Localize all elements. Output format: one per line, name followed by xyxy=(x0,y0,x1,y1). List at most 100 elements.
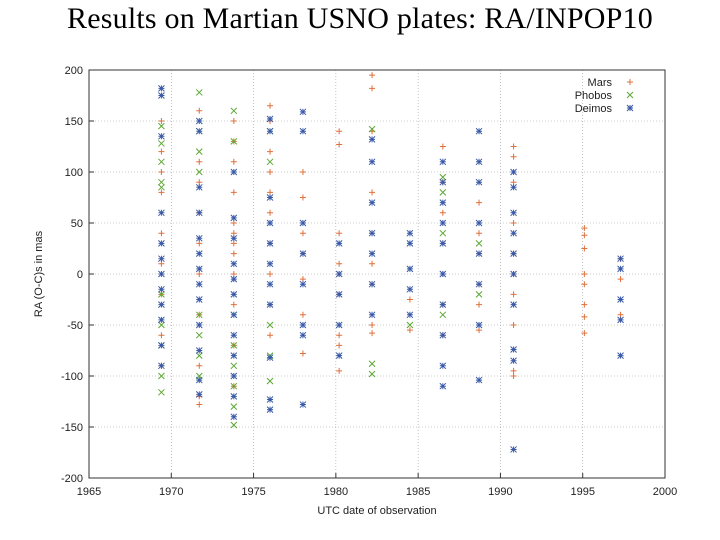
mars-point xyxy=(196,362,203,369)
mars-point xyxy=(510,373,517,379)
phobos-point xyxy=(439,173,447,181)
mars-point xyxy=(267,102,274,109)
mars-point xyxy=(158,118,165,124)
phobos-point xyxy=(195,331,203,339)
deimos-point xyxy=(335,270,343,278)
deimos-point xyxy=(230,275,238,283)
deimos-point xyxy=(299,280,307,288)
y-tick-label: -150 xyxy=(61,422,83,434)
deimos-point xyxy=(439,240,447,247)
mars-point xyxy=(510,179,517,186)
phobos-point xyxy=(439,189,447,196)
deimos-point xyxy=(158,92,165,99)
deimos-point xyxy=(406,240,414,247)
deimos-point xyxy=(475,321,483,329)
deimos-point xyxy=(299,250,307,257)
deimos-point xyxy=(195,234,203,242)
deimos-point xyxy=(158,270,165,278)
mars-point xyxy=(581,232,588,239)
deimos-point xyxy=(475,178,483,186)
axis-ticks: 1965 1970 1975 1980 1985 1990 1995 2000-200-150… xyxy=(61,65,677,498)
phobos-point xyxy=(266,321,274,329)
deimos-point xyxy=(439,219,447,227)
deimos-point xyxy=(406,265,414,273)
mars-point xyxy=(158,148,165,155)
phobos-point xyxy=(158,321,165,329)
deimos-point xyxy=(475,219,483,227)
deimos-point xyxy=(158,209,165,217)
phobos-point xyxy=(158,372,165,380)
y-tick-label: -50 xyxy=(67,320,83,332)
mars-point xyxy=(230,301,237,308)
mars-point xyxy=(230,240,237,247)
mars-point xyxy=(476,301,483,308)
mars-point xyxy=(267,189,274,196)
deimos-point xyxy=(475,376,483,384)
mars-point xyxy=(617,311,624,318)
mars-point xyxy=(158,230,165,237)
phobos-point xyxy=(230,403,238,410)
phobos-point xyxy=(158,183,165,191)
mars-point xyxy=(369,330,376,337)
legend-label-mars: Mars xyxy=(588,77,613,89)
deimos-point xyxy=(230,234,238,242)
mars-point xyxy=(230,158,237,165)
phobos-point xyxy=(158,388,165,396)
mars-point xyxy=(299,350,306,357)
mars-point xyxy=(230,220,237,226)
mars-point xyxy=(510,143,517,150)
mars-point xyxy=(230,271,237,277)
mars-point xyxy=(510,291,517,298)
x-tick-label: 1980 xyxy=(324,486,348,498)
mars-point xyxy=(476,230,483,237)
deimos-point xyxy=(617,352,624,359)
deimos-point xyxy=(195,183,203,191)
mars-point xyxy=(196,158,203,165)
mars-point xyxy=(336,367,343,374)
deimos-point xyxy=(617,265,624,273)
deimos-point xyxy=(266,194,274,201)
deimos-point xyxy=(195,117,203,125)
phobos-point xyxy=(158,158,165,166)
deimos-point xyxy=(299,401,307,408)
deimos-point xyxy=(266,240,274,247)
deimos-point xyxy=(439,331,447,339)
deimos-point xyxy=(406,285,414,293)
mars-point xyxy=(336,230,343,237)
deimos-point xyxy=(158,132,165,140)
phobos-point xyxy=(368,125,376,133)
phobos-point xyxy=(195,352,203,359)
deimos-point xyxy=(230,311,238,319)
phobos-point xyxy=(158,291,165,298)
deimos-point xyxy=(195,321,203,329)
deimos-point xyxy=(195,347,203,354)
mars-point xyxy=(196,401,203,408)
deimos-point xyxy=(368,311,376,319)
deimos-point xyxy=(475,127,483,135)
phobos-point xyxy=(230,342,238,349)
x-tick-label: 1985 xyxy=(406,486,430,498)
mars-point xyxy=(299,169,306,175)
mars-point xyxy=(158,260,165,267)
mars-point xyxy=(369,85,376,92)
deimos-point xyxy=(439,199,447,206)
deimos-point xyxy=(439,270,447,278)
deimos-point xyxy=(230,413,238,421)
deimos-point xyxy=(195,280,203,288)
legend-label-phobos: Phobos xyxy=(575,90,613,102)
legend-label-deimos: Deimos xyxy=(575,103,613,115)
deimos-point xyxy=(158,301,165,308)
mars-point xyxy=(299,311,306,318)
deimos-point xyxy=(510,301,517,308)
mars-point xyxy=(510,153,517,160)
deimos-point xyxy=(617,296,624,303)
phobos-point xyxy=(230,362,238,370)
deimos-point xyxy=(475,280,483,288)
phobos-point xyxy=(158,122,165,130)
legend-marker-phobos xyxy=(626,91,634,99)
x-tick-label: 2000 xyxy=(653,486,677,498)
page-title: Results on Martian USNO plates: RA/INPOP… xyxy=(67,2,653,35)
deimos-point xyxy=(368,250,376,257)
deimos-point xyxy=(299,127,307,135)
